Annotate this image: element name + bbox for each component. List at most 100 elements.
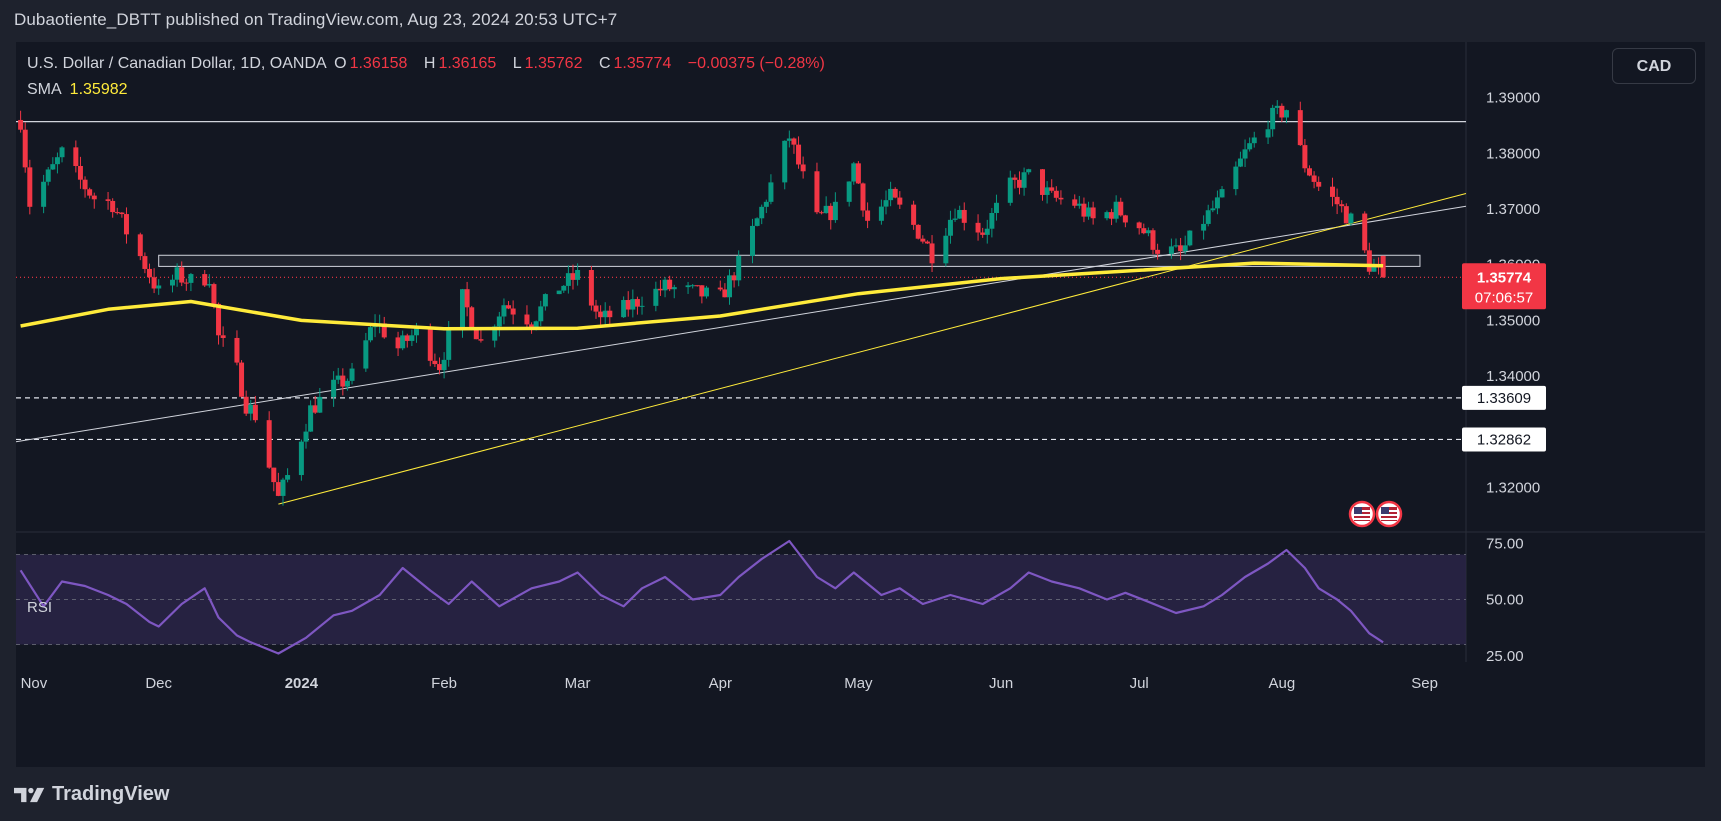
candle-body	[1366, 250, 1372, 272]
candle-body	[814, 171, 820, 213]
candle-body	[832, 201, 838, 221]
candle-body	[1109, 212, 1115, 219]
level-badge	[1462, 385, 1546, 410]
candle-body	[1334, 196, 1340, 205]
candle-body	[598, 311, 604, 318]
candle-body	[1007, 177, 1013, 203]
candle-body	[1274, 105, 1280, 108]
candle-body	[1219, 189, 1225, 198]
candle-body	[142, 256, 148, 269]
candle-body	[924, 241, 930, 244]
price-tick-label: 1.39000	[1486, 90, 1540, 107]
time-tick-label: Aug	[1269, 675, 1296, 692]
candle-body	[252, 404, 258, 421]
candle-body	[312, 405, 318, 413]
candle-body	[1145, 230, 1151, 234]
candle-body	[1237, 158, 1243, 167]
us-flag-event-icon[interactable]	[1348, 500, 1376, 528]
candle-body	[211, 284, 217, 304]
candle-body	[533, 321, 539, 328]
candle-body	[114, 212, 120, 214]
candle-body	[280, 479, 286, 496]
time-tick-label: Dec	[145, 675, 172, 692]
candle-body	[436, 364, 442, 371]
chart-canvas[interactable]: 1.390001.380001.370001.360001.350001.340…	[15, 42, 1705, 767]
candle-body	[796, 144, 802, 165]
candle-body	[667, 279, 673, 290]
candle-body	[957, 209, 963, 219]
candle-body	[993, 202, 999, 213]
candle-body	[50, 164, 56, 170]
candle-body	[349, 368, 355, 381]
candle-body	[1086, 207, 1092, 217]
candle-body	[947, 219, 953, 236]
candle-body	[188, 274, 194, 283]
price-tick-label: 1.32000	[1486, 479, 1540, 496]
candle-body	[367, 327, 373, 341]
time-tick-label: Jul	[1130, 675, 1149, 692]
candle-body	[41, 181, 47, 207]
symbol-title[interactable]: U.S. Dollar / Canadian Dollar, 1D, OANDA	[27, 55, 327, 72]
candle-body	[146, 268, 152, 278]
candle-body	[1026, 169, 1032, 173]
candle-body	[588, 269, 594, 306]
candle-body	[975, 222, 981, 233]
candle-body	[699, 285, 705, 297]
last-price-value: 1.35774	[1477, 269, 1532, 286]
time-axis[interactable]: Nov Dec 2024 Feb Mar Apr May Jun Jul Aug Sep	[21, 675, 1438, 692]
rsi-legend[interactable]: RSI	[27, 599, 53, 616]
candle-body	[344, 380, 350, 387]
candle-body	[22, 129, 28, 168]
candle-body	[59, 147, 65, 158]
time-tick-label: Nov	[21, 675, 48, 692]
tradingview-brand[interactable]: TradingView	[14, 783, 169, 806]
candle-body	[828, 205, 834, 221]
candle-body	[285, 475, 291, 480]
candle-body	[524, 314, 530, 325]
candle-body	[1362, 213, 1368, 251]
candle-body	[625, 300, 631, 310]
candle-body	[119, 212, 125, 215]
candle-body	[1297, 110, 1303, 146]
rsi-line	[19, 539, 1384, 655]
tradingview-logo-icon	[14, 787, 45, 802]
time-tick-label: Jun	[989, 675, 1013, 692]
candle-body	[1242, 149, 1248, 159]
high-value: 1.36165	[438, 55, 497, 72]
currency-button[interactable]: CAD	[1612, 48, 1696, 84]
candle-body	[496, 316, 502, 327]
candle-body	[1251, 137, 1257, 144]
candle-body	[1155, 249, 1161, 254]
candle-body	[920, 238, 926, 242]
candle-body	[1270, 107, 1276, 130]
chart-panel[interactable]: 1.390001.380001.370001.360001.350001.340…	[15, 42, 1705, 767]
candle-body	[1316, 181, 1322, 187]
candle-body	[1049, 187, 1055, 191]
candle-body	[1053, 190, 1059, 198]
time-tick-label: Mar	[565, 675, 591, 692]
candle-body	[1330, 186, 1336, 197]
candle-body	[473, 329, 479, 340]
candle-body	[556, 290, 562, 295]
candle-body	[538, 306, 544, 322]
candle-body	[478, 339, 484, 341]
candle-body	[754, 218, 760, 226]
candle-body	[593, 305, 599, 312]
rsi-tick-label: 25.00	[1486, 648, 1524, 665]
us-flag-event-icon[interactable]	[1375, 500, 1403, 528]
candle-body	[634, 299, 640, 307]
candle-body	[1076, 203, 1082, 206]
candle-body	[308, 405, 314, 432]
sma-legend[interactable]: SMA 1.35982	[27, 81, 128, 99]
support-zone	[158, 254, 1421, 267]
bar-countdown: 07:06:57	[1475, 289, 1533, 306]
price-axis[interactable]: 1.390001.380001.370001.360001.350001.340…	[1486, 90, 1540, 665]
candle-body	[1173, 245, 1179, 247]
candle-body	[989, 212, 995, 229]
candle-body	[892, 188, 898, 198]
candle-body	[1311, 175, 1317, 182]
candle-body	[575, 269, 581, 280]
candle-body	[105, 199, 111, 201]
candle-body	[1302, 145, 1308, 169]
candle-body	[271, 467, 277, 483]
